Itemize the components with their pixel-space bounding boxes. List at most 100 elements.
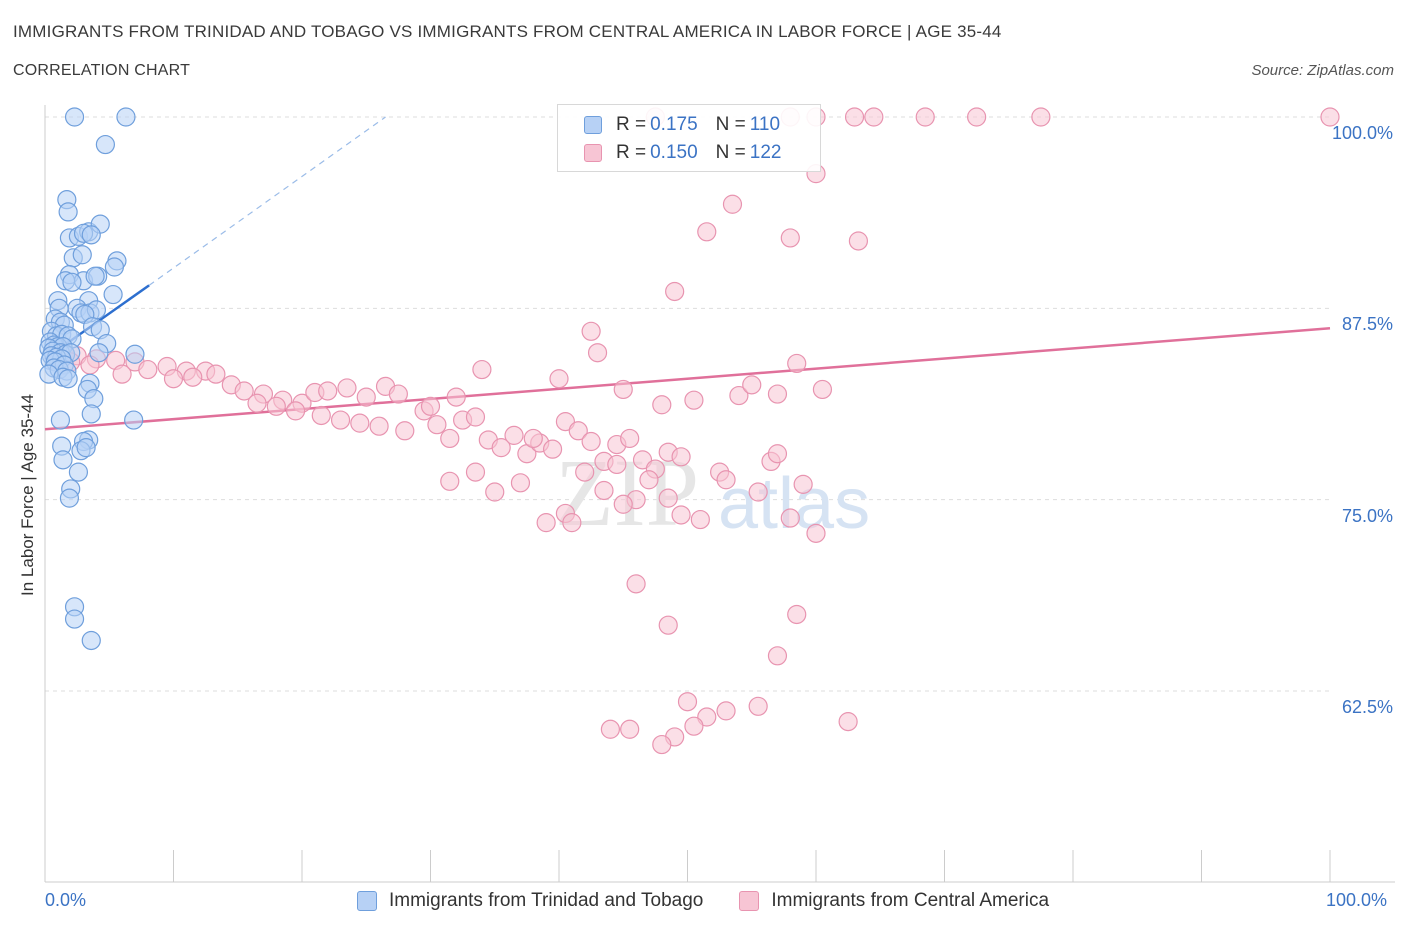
point-central-america <box>607 454 627 475</box>
point-trinidad <box>85 266 105 286</box>
point-central-america <box>581 321 601 341</box>
point-trinidad <box>58 202 78 222</box>
legend-blue-n-value: 110 <box>749 114 781 135</box>
point-trinidad <box>64 107 85 127</box>
y-tick-label: 87.5% <box>1341 314 1393 335</box>
legend-blue-r-label: R = <box>616 114 647 135</box>
point-trinidad <box>124 410 144 430</box>
point-trinidad <box>53 450 73 470</box>
point-central-america <box>787 604 807 625</box>
point-central-america <box>838 712 858 732</box>
point-central-america <box>491 438 511 458</box>
point-central-america <box>671 505 691 525</box>
point-central-america <box>562 513 582 533</box>
x-tick-label-min: 0.0% <box>45 890 87 910</box>
point-central-america <box>318 381 338 401</box>
point-trinidad <box>95 134 115 155</box>
point-central-america <box>440 471 460 491</box>
chart-subtitle: CORRELATION CHART <box>13 62 191 79</box>
y-tick-label: 62.5% <box>1341 697 1393 717</box>
point-central-america <box>549 369 569 389</box>
legend-row-pink: R = 0.150 N = 122 <box>584 140 781 166</box>
chart-title: IMMIGRANTS FROM TRINIDAD AND TOBAGO VS I… <box>13 22 1002 41</box>
point-central-america <box>665 281 685 302</box>
point-central-america <box>427 415 447 435</box>
point-central-america <box>485 482 505 502</box>
point-central-america <box>716 470 736 490</box>
point-central-america <box>716 701 736 721</box>
y-tick-label: 100.0% <box>1331 123 1393 143</box>
point-trinidad <box>59 488 80 508</box>
point-central-america <box>465 407 486 427</box>
point-central-america <box>652 395 672 415</box>
point-central-america <box>780 228 800 248</box>
point-central-america <box>369 416 389 436</box>
point-trinidad <box>72 245 92 265</box>
point-central-america <box>285 401 306 421</box>
point-trinidad <box>125 344 145 364</box>
data-points <box>39 107 1340 755</box>
point-central-america <box>337 378 357 398</box>
point-central-america <box>395 421 415 441</box>
y-tick-label: 75.0% <box>1341 505 1393 526</box>
point-central-america <box>620 428 640 449</box>
point-trinidad <box>64 609 85 629</box>
point-central-america <box>729 385 749 406</box>
point-central-america <box>1031 107 1051 127</box>
point-central-america <box>330 410 351 430</box>
point-central-america <box>446 387 466 407</box>
axes <box>44 105 1395 883</box>
point-central-america <box>1320 107 1340 127</box>
point-trinidad <box>68 462 89 482</box>
point-central-america <box>767 384 788 404</box>
point-central-america <box>793 474 813 494</box>
point-central-america <box>356 387 376 407</box>
point-central-america <box>787 353 807 374</box>
point-trinidad <box>81 225 101 245</box>
point-central-america <box>465 462 486 482</box>
legend-swatch-trinidad <box>356 891 377 911</box>
point-central-america <box>767 646 788 666</box>
point-central-america <box>594 480 614 501</box>
point-central-america <box>697 222 717 242</box>
legend-swatch-central-america <box>739 891 760 911</box>
point-central-america <box>587 343 608 363</box>
point-trinidad <box>58 369 78 389</box>
point-central-america <box>806 523 826 543</box>
point-central-america <box>138 359 158 380</box>
point-central-america <box>915 107 935 127</box>
point-central-america <box>620 719 640 739</box>
point-trinidad <box>103 284 123 305</box>
legend-label-central-america: Immigrants from Central America <box>771 890 1050 911</box>
point-central-america <box>311 405 331 426</box>
point-central-america <box>542 439 563 459</box>
legend-row-blue: R = 0.175 N = 110 <box>584 112 780 138</box>
point-central-america <box>671 447 691 467</box>
legend-swatch-blue <box>584 116 602 134</box>
legend-label-trinidad: Immigrants from Trinidad and Tobago <box>388 890 704 911</box>
point-central-america <box>472 359 492 380</box>
point-central-america <box>504 425 524 445</box>
point-central-america <box>600 719 621 739</box>
point-central-america <box>658 615 678 635</box>
legend-pink-n-value: 122 <box>749 142 782 163</box>
point-central-america <box>536 513 556 533</box>
legend-swatch-pink <box>584 144 602 162</box>
point-trinidad <box>89 343 109 363</box>
legend-pink-r-label: R = <box>616 142 647 163</box>
point-central-america <box>523 428 543 449</box>
legend-blue-r-value: 0.175 <box>650 114 698 135</box>
point-central-america <box>677 692 698 712</box>
legend-item-trinidad: Immigrants from Trinidad and Tobago <box>356 890 704 912</box>
point-central-america <box>864 107 884 127</box>
point-central-america <box>568 421 588 441</box>
point-central-america <box>658 488 678 508</box>
point-central-america <box>844 107 865 127</box>
point-central-america <box>510 473 531 493</box>
point-central-america <box>748 482 768 502</box>
point-central-america <box>112 364 132 384</box>
source-label: Source: ZipAtlas.com <box>1251 62 1394 79</box>
point-central-america <box>967 107 987 127</box>
point-trinidad <box>104 257 124 277</box>
